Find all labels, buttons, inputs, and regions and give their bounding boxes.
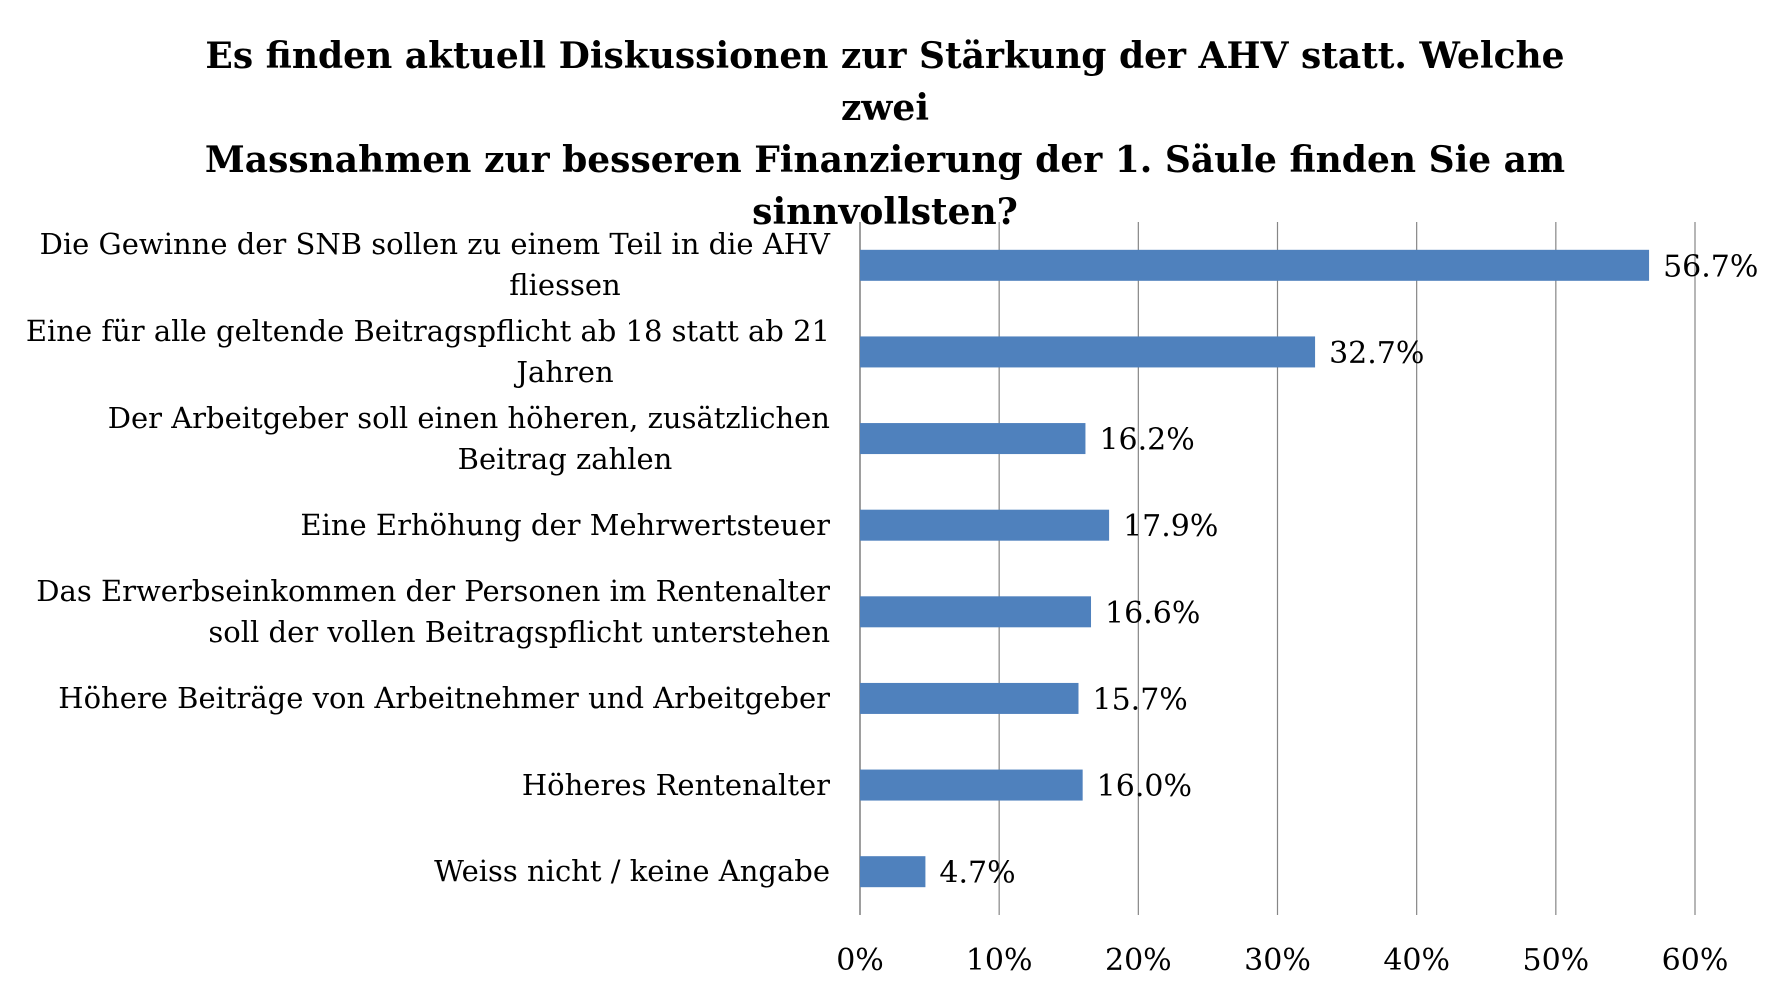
category-label-line: Das Erwerbseinkommen der Personen im Ren… xyxy=(36,573,830,608)
bar-value-label: 15.7% xyxy=(1092,682,1187,717)
category-label-line: Beitrag zahlen xyxy=(457,441,673,476)
category-label-line: Eine für alle geltende Beitragspflicht a… xyxy=(25,313,830,348)
category-label: Eine Erhöhung der Mehrwertsteuer xyxy=(0,505,830,546)
bar-value-label: 4.7% xyxy=(939,856,1015,891)
category-label: Höhere Beiträge von Arbeitnehmer und Arb… xyxy=(0,678,830,719)
category-label: Eine für alle geltende Beitragspflicht a… xyxy=(0,311,830,393)
category-label: Der Arbeitgeber soll einen höheren, zusä… xyxy=(0,398,830,480)
chart-title-line-1: Es finden aktuell Diskussionen zur Stärk… xyxy=(205,35,1565,129)
category-label-line: Jahren xyxy=(516,354,614,389)
data-labels: 56.7% 32.7% 16.2% 17.9% 16.6% 15.7% 16.0% 4.7% xyxy=(939,249,1758,890)
category-label: Weiss nicht / keine Angabe xyxy=(0,851,830,892)
bar-value-label: 16.0% xyxy=(1097,769,1192,804)
category-label-line: Der Arbeitgeber soll einen höheren, zusä… xyxy=(107,400,830,435)
bar xyxy=(860,682,1079,714)
bar xyxy=(860,249,1650,281)
bar xyxy=(860,596,1092,628)
bar-value-label: 56.7% xyxy=(1663,249,1758,284)
x-tick-label: 0% xyxy=(836,943,884,978)
x-tick-label: 50% xyxy=(1522,943,1589,978)
x-axis-tick-labels: 0% 10% 20% 30% 40% 50% 60% xyxy=(836,943,1728,978)
x-tick-label: 40% xyxy=(1383,943,1450,978)
x-tick-label: 30% xyxy=(1244,943,1311,978)
x-tick-label: 20% xyxy=(1105,943,1172,978)
category-label-line: Weiss nicht / keine Angabe xyxy=(434,854,830,889)
chart-title-line-3: sinnvollsten? xyxy=(752,191,1018,233)
bar xyxy=(860,509,1110,541)
chart-title-line-2: Massnahmen zur besseren Finanzierung der… xyxy=(204,139,1566,181)
bar xyxy=(860,423,1086,455)
x-tick-label: 10% xyxy=(966,943,1033,978)
bar-value-label: 17.9% xyxy=(1123,509,1218,544)
bar-value-label: 16.2% xyxy=(1099,423,1194,458)
category-label-line: fliessen xyxy=(509,268,621,303)
category-label-line: Die Gewinne der SNB sollen zu einem Teil… xyxy=(39,227,830,262)
x-tick-label: 60% xyxy=(1662,943,1729,978)
category-label-line: Höhere Beiträge von Arbeitnehmer und Arb… xyxy=(58,680,830,715)
bar-value-label: 32.7% xyxy=(1329,336,1424,371)
bar xyxy=(860,769,1083,801)
bar xyxy=(860,856,926,888)
category-label: Die Gewinne der SNB sollen zu einem Teil… xyxy=(0,224,830,306)
category-label-line: Höheres Rentenalter xyxy=(521,767,830,802)
bar-value-label: 16.6% xyxy=(1105,596,1200,631)
category-label-line: soll der vollen Beitragspflicht unterste… xyxy=(208,614,830,649)
chart-title: Es finden aktuell Diskussionen zur Stärk… xyxy=(185,30,1585,238)
category-label: Höheres Rentenalter xyxy=(0,765,830,806)
bar xyxy=(860,336,1316,368)
category-label: Das Erwerbseinkommen der Personen im Ren… xyxy=(0,571,830,653)
gridlines xyxy=(859,222,1696,915)
category-label-line: Eine Erhöhung der Mehrwertsteuer xyxy=(300,507,830,542)
bars xyxy=(860,249,1650,888)
